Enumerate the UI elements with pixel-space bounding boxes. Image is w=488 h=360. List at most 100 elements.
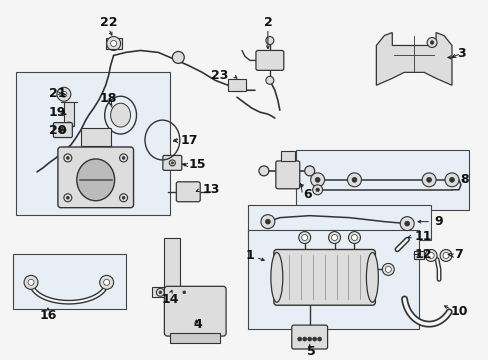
Text: 21: 21 xyxy=(49,87,66,100)
Ellipse shape xyxy=(110,103,130,127)
Bar xyxy=(170,333,220,343)
Bar xyxy=(16,72,170,215)
Circle shape xyxy=(400,217,413,231)
Circle shape xyxy=(328,231,340,243)
Bar xyxy=(13,255,125,309)
Circle shape xyxy=(122,196,125,199)
FancyBboxPatch shape xyxy=(273,249,375,305)
Bar xyxy=(280,151,294,161)
FancyBboxPatch shape xyxy=(255,50,283,70)
Circle shape xyxy=(382,264,393,275)
Circle shape xyxy=(442,252,448,258)
Circle shape xyxy=(57,87,71,101)
Circle shape xyxy=(404,221,409,226)
Circle shape xyxy=(297,337,301,341)
Circle shape xyxy=(156,288,164,296)
Bar xyxy=(247,230,418,329)
Text: 16: 16 xyxy=(39,309,57,322)
Circle shape xyxy=(347,173,361,187)
Bar xyxy=(64,102,74,126)
Circle shape xyxy=(171,162,173,164)
Text: 20: 20 xyxy=(49,123,66,136)
Circle shape xyxy=(448,177,453,182)
Circle shape xyxy=(348,231,360,243)
Circle shape xyxy=(110,41,116,46)
Circle shape xyxy=(429,41,433,44)
FancyBboxPatch shape xyxy=(163,156,182,170)
Circle shape xyxy=(259,166,268,176)
FancyBboxPatch shape xyxy=(275,161,299,189)
Circle shape xyxy=(298,231,310,243)
FancyBboxPatch shape xyxy=(164,286,225,336)
Circle shape xyxy=(120,194,127,202)
Circle shape xyxy=(24,275,38,289)
Text: 23: 23 xyxy=(210,69,227,82)
Circle shape xyxy=(312,185,322,195)
Circle shape xyxy=(351,177,356,182)
Text: 19: 19 xyxy=(49,105,66,119)
FancyBboxPatch shape xyxy=(176,182,200,202)
Circle shape xyxy=(265,36,273,45)
Circle shape xyxy=(159,291,162,294)
Text: 1: 1 xyxy=(244,249,253,262)
FancyBboxPatch shape xyxy=(53,123,72,138)
Circle shape xyxy=(66,196,69,199)
Circle shape xyxy=(261,215,274,229)
Text: 15: 15 xyxy=(188,158,205,171)
Circle shape xyxy=(122,157,125,159)
Bar xyxy=(227,79,245,91)
Text: 17: 17 xyxy=(180,134,198,147)
Bar xyxy=(152,287,192,297)
Circle shape xyxy=(426,177,431,182)
Text: 22: 22 xyxy=(100,16,117,29)
Circle shape xyxy=(61,91,67,97)
Circle shape xyxy=(66,157,69,159)
Text: 2: 2 xyxy=(263,16,272,29)
Circle shape xyxy=(301,235,307,240)
Circle shape xyxy=(426,37,436,48)
Text: 3: 3 xyxy=(456,47,465,60)
Circle shape xyxy=(424,249,436,261)
Circle shape xyxy=(351,235,357,240)
Circle shape xyxy=(421,173,435,187)
Text: 14: 14 xyxy=(161,293,179,306)
Circle shape xyxy=(385,266,390,273)
Circle shape xyxy=(304,166,314,176)
Text: 4: 4 xyxy=(193,318,202,330)
Ellipse shape xyxy=(270,252,282,302)
FancyBboxPatch shape xyxy=(291,325,327,349)
Circle shape xyxy=(100,275,113,289)
Text: 13: 13 xyxy=(202,183,219,196)
Circle shape xyxy=(60,127,66,133)
Circle shape xyxy=(265,76,273,84)
Circle shape xyxy=(106,36,121,50)
Bar xyxy=(413,252,423,260)
Circle shape xyxy=(103,279,109,285)
Circle shape xyxy=(307,337,311,341)
Circle shape xyxy=(265,219,270,224)
Circle shape xyxy=(169,160,175,166)
Bar xyxy=(81,128,110,146)
Text: 9: 9 xyxy=(433,215,442,228)
Circle shape xyxy=(64,154,72,162)
Circle shape xyxy=(302,337,306,341)
Circle shape xyxy=(331,235,337,240)
Bar xyxy=(105,37,122,49)
Circle shape xyxy=(317,337,321,341)
Text: 11: 11 xyxy=(413,230,431,243)
Circle shape xyxy=(180,288,188,296)
Circle shape xyxy=(310,173,324,187)
Text: 8: 8 xyxy=(459,173,468,186)
FancyBboxPatch shape xyxy=(58,147,133,208)
Ellipse shape xyxy=(366,252,378,302)
Text: 12: 12 xyxy=(413,248,431,261)
Circle shape xyxy=(315,188,319,192)
Circle shape xyxy=(427,252,433,258)
Text: 18: 18 xyxy=(100,92,117,105)
Bar xyxy=(164,238,180,297)
Text: 5: 5 xyxy=(306,345,315,357)
Bar xyxy=(247,205,430,239)
Circle shape xyxy=(315,177,320,182)
Circle shape xyxy=(64,194,72,202)
Circle shape xyxy=(439,249,451,261)
